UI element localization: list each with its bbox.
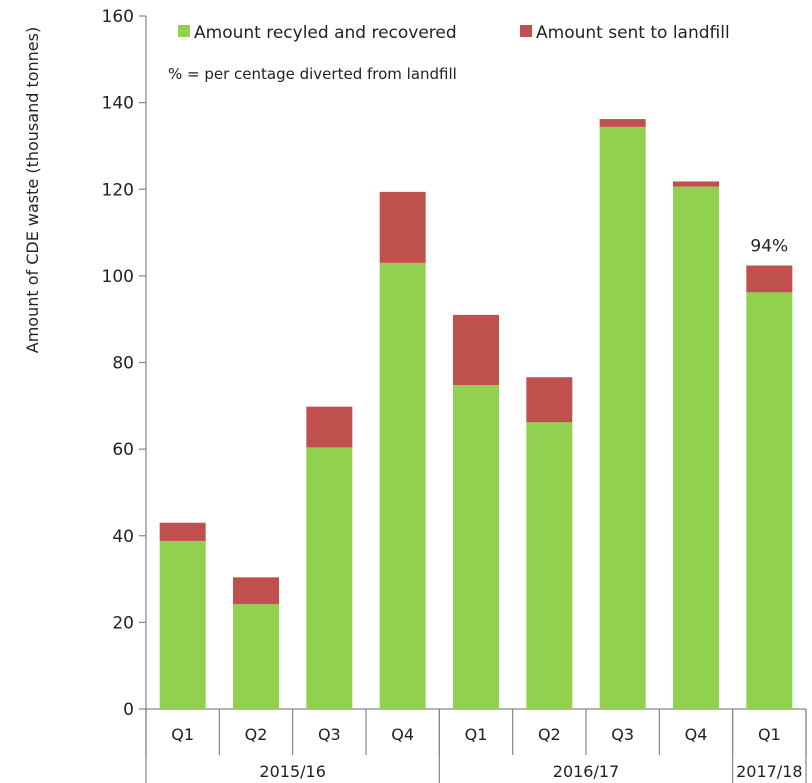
x-category-label: Q3 <box>611 725 634 744</box>
bar-segment <box>379 262 426 709</box>
legend-swatch <box>178 25 190 37</box>
bar-segment <box>673 181 719 187</box>
bar-segment <box>673 186 719 709</box>
y-tick-label: 100 <box>102 267 134 287</box>
y-tick-label: 120 <box>102 180 134 200</box>
x-category-label: Q2 <box>538 725 561 744</box>
annotation-note: % = per centage diverted from landfill <box>168 65 457 83</box>
y-tick-label: 20 <box>112 613 134 633</box>
y-tick-label: 0 <box>123 700 134 720</box>
bar-segment <box>379 191 426 263</box>
x-group-label: 2015/16 <box>259 762 325 781</box>
x-axis: Q1 Q2 Q3 Q4 Q1 Q2 Q3 Q4 Q1 2015/16 2016/17 2017/18 <box>145 709 807 783</box>
bar-segment <box>306 447 353 709</box>
x-category-label: Q1 <box>758 725 781 744</box>
data-label: 94% <box>750 236 788 256</box>
bars: 94% <box>159 119 793 709</box>
bar-segment <box>599 126 646 709</box>
y-tick-label: 60 <box>112 440 134 460</box>
y-axis: 0 20 40 60 80 100 120 140 160 <box>102 7 146 720</box>
bar-segment <box>159 522 206 541</box>
legend-swatch <box>520 25 532 37</box>
bar-segment <box>526 377 573 423</box>
bar-segment <box>526 422 573 709</box>
y-tick-label: 160 <box>102 7 134 27</box>
bar-segment <box>306 406 353 448</box>
bar-segment <box>453 314 499 386</box>
bar-segment <box>746 292 793 709</box>
bar-segment <box>233 604 279 709</box>
y-tick-label: 140 <box>102 94 134 114</box>
x-group-label: 2017/18 <box>736 762 802 781</box>
legend: Amount recyled and recovered Amount sent … <box>178 23 730 43</box>
legend-label: Amount recyled and recovered <box>194 23 457 43</box>
x-category-label: Q4 <box>685 725 708 744</box>
legend-label: Amount sent to landfill <box>536 23 730 43</box>
bar-segment <box>159 540 206 709</box>
x-group-label: 2016/17 <box>553 762 619 781</box>
y-tick-label: 40 <box>112 527 134 547</box>
x-category-label: Q3 <box>318 725 341 744</box>
x-category-label: Q4 <box>391 725 414 744</box>
y-axis-label: Amount of CDE waste (thousand tonnes) <box>23 27 42 353</box>
bar-segment <box>599 119 646 127</box>
bar-segment <box>233 577 279 605</box>
x-category-label: Q2 <box>245 725 268 744</box>
bar-segment <box>746 265 793 293</box>
x-category-label: Q1 <box>171 725 194 744</box>
y-tick-label: 80 <box>112 354 134 374</box>
bar-segment <box>453 385 499 709</box>
x-category-label: Q1 <box>465 725 488 744</box>
